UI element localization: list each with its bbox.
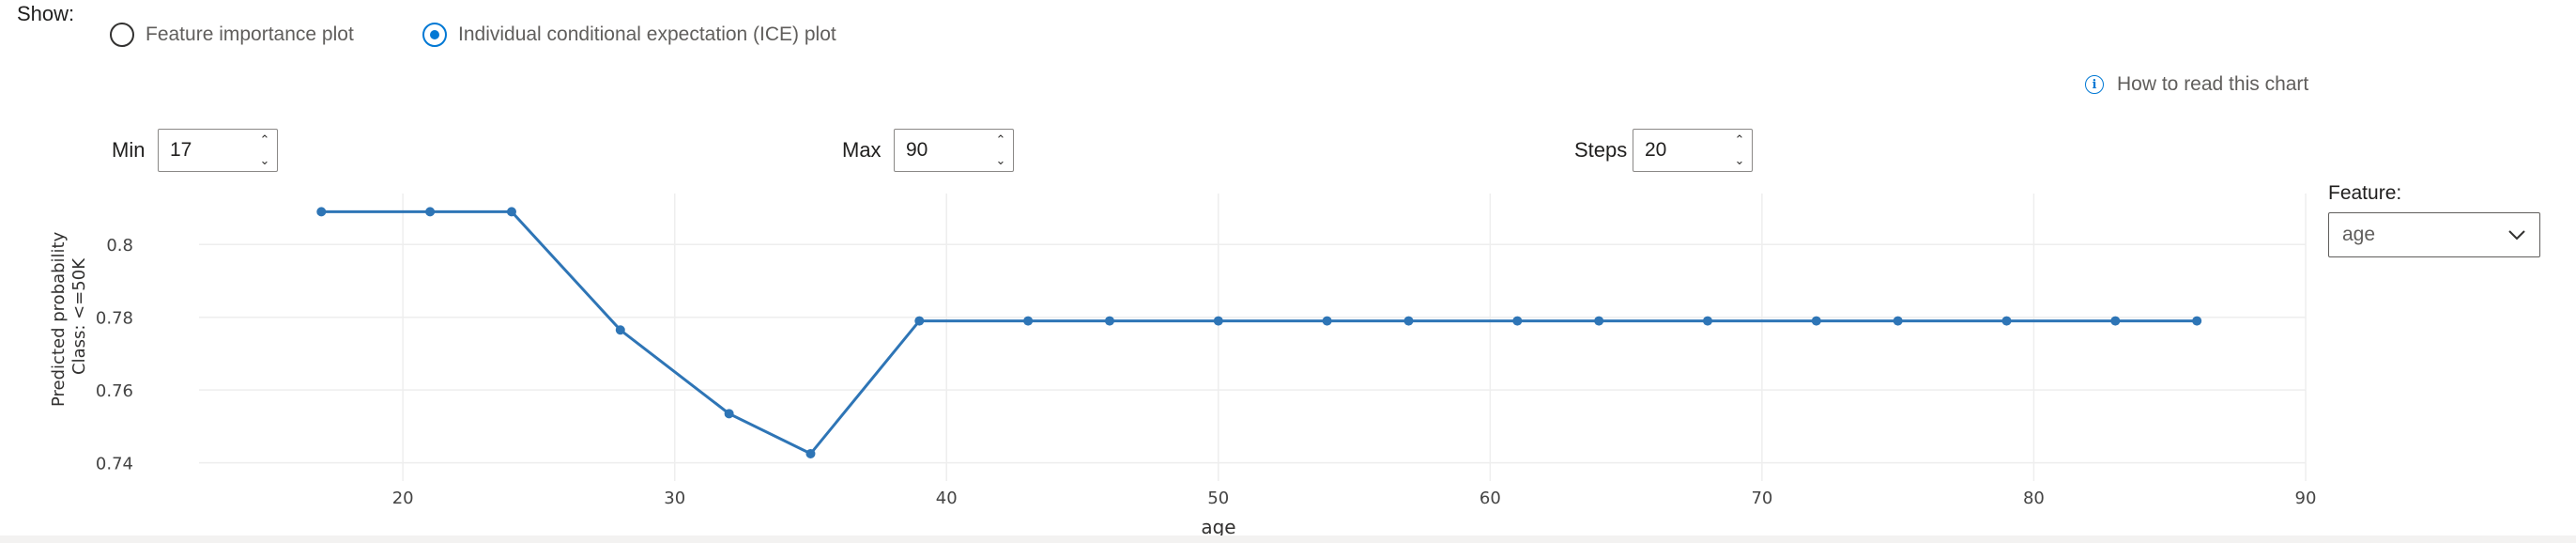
max-input[interactable]: 90 ⌃ ⌄ [894,129,1014,172]
max-increment-icon[interactable]: ⌃ [995,132,1006,147]
radio-label-ice-plot: Individual conditional expectation (ICE)… [458,23,836,45]
data-point[interactable] [1811,316,1821,326]
feature-dropdown[interactable]: age [2328,212,2540,257]
min-input[interactable]: 17 ⌃ ⌄ [158,129,278,172]
data-point[interactable] [1104,316,1114,326]
data-point[interactable] [1702,316,1712,326]
y-axis-label-line-1: Predicted probability [49,231,69,407]
data-point[interactable] [1512,316,1523,326]
x-axis-label: age [1201,516,1235,538]
radio-label-feature-importance: Feature importance plot [146,23,354,45]
max-decrement-icon[interactable]: ⌄ [995,153,1006,167]
data-point[interactable] [2192,316,2202,326]
y-axis-label-line-2: Class: <=50K [69,257,89,375]
x-tick-label: 60 [1480,489,1501,508]
min-increment-icon[interactable]: ⌃ [259,132,270,147]
data-point[interactable] [1023,316,1034,326]
data-point[interactable] [506,207,516,217]
chevron-down-icon[interactable] [2507,229,2526,240]
series-points [316,207,2202,458]
min-label: Min [112,138,146,162]
steps-value[interactable]: 20 [1645,139,1667,161]
radio-ice-plot[interactable]: Individual conditional expectation (ICE)… [422,23,836,47]
chart-grid [199,194,2307,481]
data-point[interactable] [316,207,327,217]
max-value[interactable]: 90 [906,139,928,161]
feature-label: Feature: [2328,182,2402,204]
data-point[interactable] [425,207,436,217]
min-decrement-icon[interactable]: ⌄ [259,153,270,167]
how-to-read-link[interactable]: i How to read this chart [2085,73,2308,96]
y-tick-label: 0.78 [96,309,133,329]
data-point[interactable] [2110,316,2121,326]
x-tick-label: 40 [936,489,958,508]
max-label: Max [842,138,882,162]
y-tick-label: 0.76 [96,381,133,401]
x-tick-label: 30 [664,489,685,508]
data-point[interactable] [1893,316,1903,326]
data-point[interactable] [1213,316,1223,326]
steps-input[interactable]: 20 ⌃ ⌄ [1633,129,1753,172]
radio-feature-importance[interactable]: Feature importance plot [110,23,354,47]
y-axis-label: Predicted probability Class: <=50K [49,226,89,407]
x-tick-label: 20 [392,489,414,508]
y-tick-label: 0.8 [106,236,133,256]
info-icon: i [2085,75,2104,94]
x-tick-label: 70 [1751,489,1772,508]
y-tick-label: 0.74 [96,455,133,474]
steps-decrement-icon[interactable]: ⌄ [1734,153,1745,167]
data-point[interactable] [724,409,734,419]
show-label: Show: [17,2,75,25]
radio-checked-icon[interactable] [422,23,447,47]
y-tick-labels: 0.74 0.76 0.78 0.8 [96,236,133,473]
steps-label: Steps [1574,138,1628,162]
data-point[interactable] [914,316,925,326]
data-point[interactable] [615,325,625,335]
radio-unchecked-icon[interactable] [110,23,134,47]
data-point[interactable] [1594,316,1604,326]
data-point[interactable] [1322,316,1332,326]
data-point[interactable] [805,448,816,458]
x-tick-labels: 20 30 40 50 60 70 80 90 [392,489,2317,508]
how-to-read-label[interactable]: How to read this chart [2117,73,2309,95]
x-tick-label: 80 [2023,489,2045,508]
x-tick-label: 90 [2295,489,2317,508]
feature-dropdown-value[interactable]: age [2342,224,2376,245]
bottom-scroll-edge [0,535,2576,543]
data-point[interactable] [2001,316,2012,326]
series-line [321,209,2198,456]
x-tick-label: 50 [1207,489,1229,508]
min-value[interactable]: 17 [170,139,192,161]
steps-increment-icon[interactable]: ⌃ [1734,132,1745,147]
data-point[interactable] [1403,316,1414,326]
